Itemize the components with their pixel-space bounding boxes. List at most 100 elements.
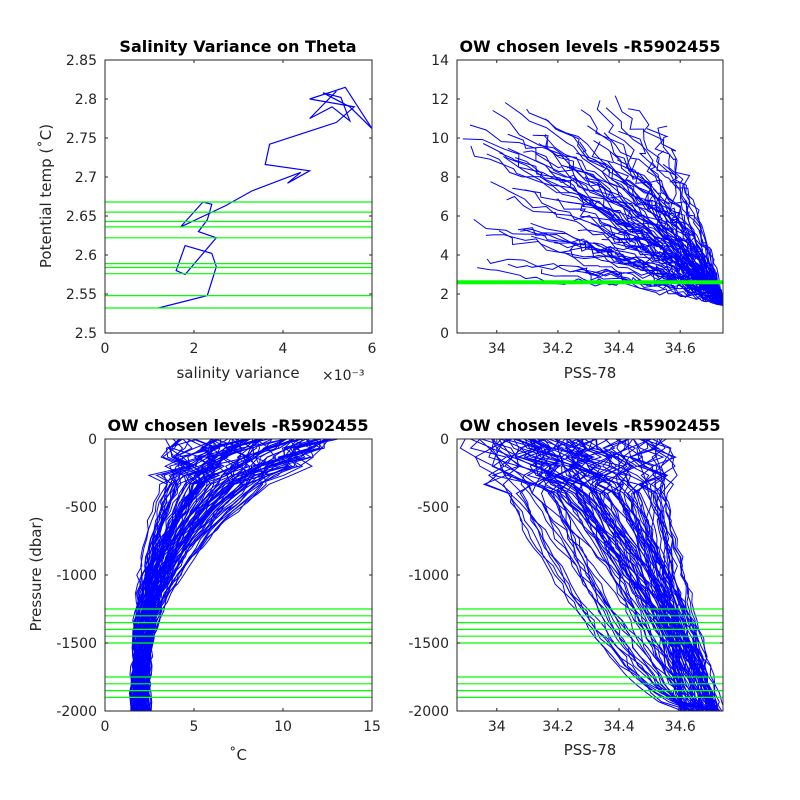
profile-line <box>459 439 708 711</box>
profile-line <box>489 439 687 711</box>
profile-line <box>487 439 683 711</box>
x-tick-label: 10 <box>274 719 292 735</box>
y-tick-label: 0 <box>88 432 97 448</box>
y-tick-label: -500 <box>65 500 97 516</box>
profile-line <box>577 439 708 711</box>
profile-line <box>145 439 321 711</box>
profile-line <box>473 218 723 299</box>
profile-line <box>469 439 710 711</box>
y-tick-label: -2000 <box>56 704 97 720</box>
panel-salinity-theta: OW chosen levels -R5902455 PSS-78 34 34.2… <box>431 37 724 382</box>
profile-line <box>507 439 716 711</box>
profile-line <box>576 270 723 306</box>
x-tick-label: 34.2 <box>542 341 573 357</box>
profile-line <box>569 439 709 711</box>
profile-line <box>136 439 218 711</box>
y-tick-label: 14 <box>431 53 449 69</box>
profile-line <box>565 439 723 711</box>
y-tick-label: -1500 <box>56 636 97 652</box>
y-tick-label: 2.55 <box>66 287 97 303</box>
profile-line <box>627 439 714 711</box>
profile-line <box>656 150 723 306</box>
plot-area <box>105 439 372 711</box>
profile-line <box>558 130 723 306</box>
profile-line <box>143 439 295 711</box>
y-tick-label: -2000 <box>408 704 449 720</box>
profile-line <box>618 130 723 298</box>
panel-3-ylabel: Pressure (dbar) <box>27 517 45 632</box>
x-tick-label: 34.6 <box>665 341 696 357</box>
profile-line <box>609 439 716 711</box>
profile-line <box>488 439 719 711</box>
x-tick-label: 34 <box>488 341 506 357</box>
y-tick-label: 2.8 <box>75 92 97 108</box>
profile-line <box>131 439 243 711</box>
profile-line <box>142 439 321 711</box>
y-tick-label: 2.75 <box>66 131 97 147</box>
panel-2-xlabel: PSS-78 <box>564 364 617 382</box>
profile-line <box>137 439 326 711</box>
x-tick-label: 34.4 <box>603 341 634 357</box>
profile-line <box>556 439 712 711</box>
y-tick-label: 2.5 <box>75 326 97 342</box>
profile-line <box>538 143 723 301</box>
y-tick-label: 2.6 <box>75 248 97 264</box>
profile-line <box>587 125 723 299</box>
y-tick-label: -500 <box>417 500 449 516</box>
profile-line <box>614 95 723 306</box>
profile-line <box>606 439 694 711</box>
panel-salinity-variance: Salinity Variance on Theta salinity vari… <box>37 37 377 384</box>
panel-salinity-pressure: OW chosen levels -R5902455 PSS-78 34 34.2… <box>408 416 724 759</box>
y-tick-label: 2 <box>440 287 449 303</box>
profile-line <box>486 258 723 305</box>
y-tick-label: 2.85 <box>66 53 97 69</box>
panel-1-title: Salinity Variance on Theta <box>119 37 356 56</box>
y-tick-label: 12 <box>431 92 449 108</box>
profile-line <box>560 439 721 711</box>
profile-line <box>646 439 713 711</box>
x-tick-label: 2 <box>190 341 199 357</box>
profile-line <box>646 128 723 302</box>
profile-line <box>478 439 686 711</box>
y-tick-label: 6 <box>440 209 449 225</box>
profile-line <box>642 439 685 711</box>
profile-line <box>495 439 705 711</box>
profile-line <box>507 133 723 306</box>
y-tick-label: 2.7 <box>75 170 97 186</box>
x-tick-label: 0 <box>101 719 110 735</box>
profile-line <box>491 439 683 711</box>
y-tick-label: -1000 <box>408 568 449 584</box>
profile-line <box>621 439 694 711</box>
plot-area <box>105 86 372 309</box>
y-tick-label: 8 <box>440 170 449 186</box>
panel-1-x-exponent: ×10⁻³ <box>322 368 365 384</box>
x-tick-label: 34.6 <box>665 719 696 735</box>
profile-line <box>580 109 723 302</box>
panel-1-xlabel: salinity variance <box>176 364 299 382</box>
series-line <box>158 86 372 309</box>
profile-line <box>657 125 723 300</box>
profile-line <box>131 439 333 711</box>
x-tick-label: 6 <box>368 341 377 357</box>
y-tick-label: 10 <box>431 131 449 147</box>
panel-3-title: OW chosen levels -R5902455 <box>107 416 368 435</box>
profile-line <box>552 439 720 711</box>
profile-line <box>141 439 273 711</box>
plot-area <box>457 439 723 711</box>
profile-line <box>652 188 723 300</box>
y-tick-label: -1500 <box>408 636 449 652</box>
profile-line <box>491 439 695 711</box>
panel-4-title: OW chosen levels -R5902455 <box>459 416 720 435</box>
profile-line <box>572 267 723 307</box>
x-tick-label: 5 <box>190 719 199 735</box>
profile-line <box>482 439 716 711</box>
panel-2-title: OW chosen levels -R5902455 <box>459 37 720 56</box>
profile-line <box>143 439 285 711</box>
panel-temperature-pressure: OW chosen levels -R5902455 ˚C Pressure (… <box>27 416 381 764</box>
profile-line <box>138 439 245 711</box>
profile-line <box>469 124 723 304</box>
x-tick-label: 4 <box>279 341 288 357</box>
y-tick-label: -1000 <box>56 568 97 584</box>
plot-area <box>457 95 723 307</box>
